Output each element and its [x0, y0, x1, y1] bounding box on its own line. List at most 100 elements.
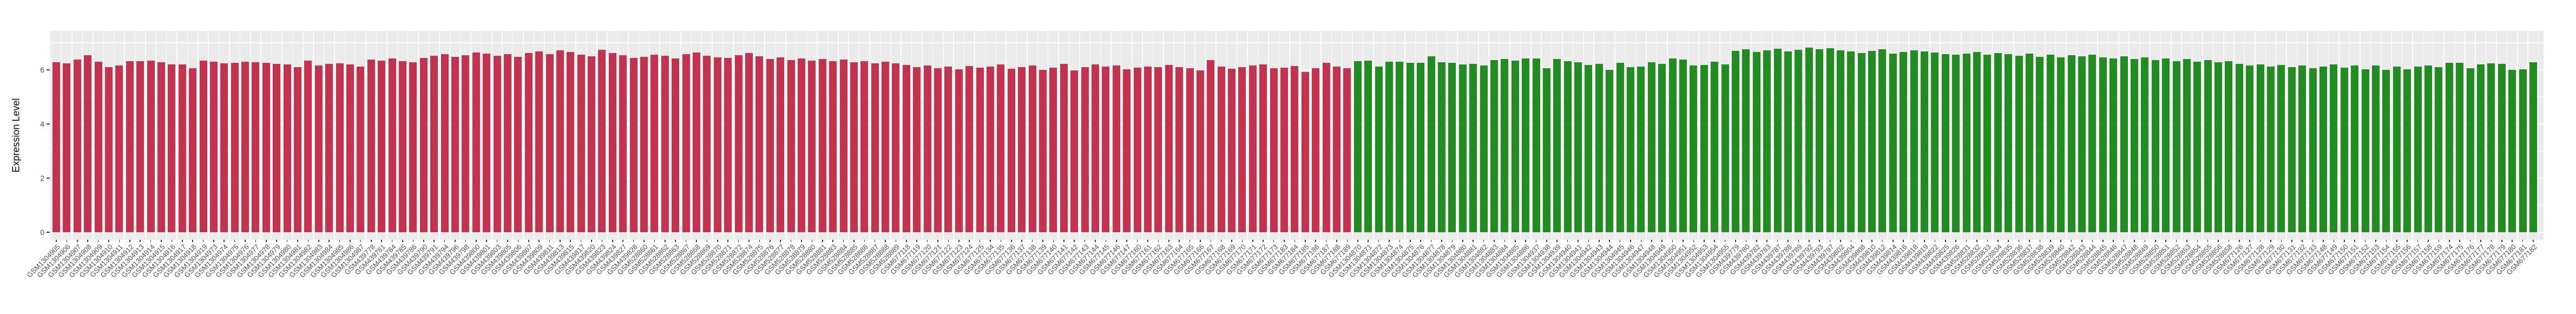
x-tick-mark [1430, 240, 1432, 242]
vertical-gridline [764, 31, 765, 240]
vertical-gridline [796, 31, 797, 240]
x-tick-mark [371, 240, 372, 242]
x-tick-mark [2081, 240, 2082, 242]
bar-GSM528850 [2151, 60, 2159, 232]
bar-GSM439824 [608, 53, 616, 232]
x-tick-mark [2386, 240, 2387, 242]
bar-GSM439811 [546, 54, 554, 232]
bar-GSM1304984 [325, 64, 333, 232]
vertical-gridline [1751, 31, 1752, 240]
x-tick-mark [2333, 240, 2335, 242]
vertical-gridline [2517, 31, 2518, 240]
bar-GSM439820 [588, 56, 596, 232]
x-tick-mark [2375, 240, 2376, 242]
x-tick-mark [2060, 240, 2061, 242]
bar-GSM439791 [430, 56, 438, 232]
x-tick-mark [1273, 240, 1274, 242]
bar-GSM528886 [860, 61, 869, 232]
bar-GSM1304950 [1668, 58, 1677, 232]
x-tick-mark [517, 240, 519, 242]
vertical-gridline [1415, 31, 1416, 240]
bar-GSM677167 [1207, 60, 1215, 232]
vertical-gridline [260, 31, 261, 240]
vertical-gridline [176, 31, 178, 240]
bar-GSM439801 [483, 54, 491, 232]
bar-GSM1304980 [283, 64, 291, 232]
vertical-gridline [418, 31, 419, 240]
bar-GSM528832 [1973, 52, 1981, 232]
x-tick-mark [864, 240, 865, 242]
vertical-gridline [890, 31, 891, 240]
bar-GSM677168 [1217, 66, 1225, 232]
x-tick-mark [234, 240, 235, 242]
bar-GSM677144 [1091, 64, 1099, 232]
vertical-gridline [596, 31, 597, 240]
x-tick-mark [2354, 240, 2355, 242]
bar-GSM677155 [2393, 66, 2401, 232]
x-tick-mark [2522, 240, 2524, 242]
x-tick-mark [150, 240, 152, 242]
vertical-gridline [1152, 31, 1154, 240]
x-tick-mark [1494, 240, 1495, 242]
vertical-gridline [607, 31, 608, 240]
vertical-gridline [743, 31, 745, 240]
x-tick-mark [1389, 240, 1390, 242]
bar-GSM528855 [2204, 60, 2212, 232]
x-tick-mark [738, 240, 739, 242]
x-tick-mark [811, 240, 813, 242]
x-tick-mark [2396, 240, 2397, 242]
bar-GSM1304912 [126, 61, 134, 232]
vertical-gridline [932, 31, 934, 240]
x-tick-mark [2102, 240, 2104, 242]
vertical-gridline [1268, 31, 1269, 240]
bar-GSM528883 [829, 61, 837, 232]
bar-GSM1304981 [294, 67, 302, 232]
bar-GSM677185 [1301, 71, 1309, 232]
x-tick-mark [1578, 240, 1579, 242]
x-tick-mark [1546, 240, 1547, 242]
vertical-gridline [1478, 31, 1479, 240]
vertical-gridline [701, 31, 702, 240]
x-tick-mark [1011, 240, 1012, 242]
bar-GSM1304874 [1396, 61, 1404, 232]
vertical-gridline [2412, 31, 2413, 240]
bar-GSM677182 [2529, 62, 2537, 232]
bar-GSM528842 [2067, 55, 2075, 232]
x-tick-mark [1913, 240, 1915, 242]
vertical-gridline [1037, 31, 1039, 240]
vertical-gridline [323, 31, 325, 240]
x-tick-mark [895, 240, 897, 242]
vertical-gridline [239, 31, 241, 240]
vertical-gridline [648, 31, 650, 240]
x-tick-mark [2312, 240, 2314, 242]
bar-GSM1304875 [1406, 63, 1414, 232]
vertical-gridline [1551, 31, 1553, 240]
x-tick-mark [1136, 240, 1138, 242]
bar-GSM439807 [524, 53, 533, 232]
vertical-gridline [2244, 31, 2245, 240]
bar-GSM528860 [640, 57, 648, 232]
bar-GSM439809 [535, 51, 543, 232]
x-tick-mark [801, 240, 802, 242]
x-tick-mark [1651, 240, 1652, 242]
bar-GSM439788 [1784, 51, 1792, 232]
bar-GSM677130 [2277, 65, 2285, 232]
bar-GSM1304886 [1522, 58, 1530, 232]
bar-GSM528854 [2193, 62, 2202, 232]
x-tick-mark [560, 240, 561, 242]
bar-GSM439797 [1826, 48, 1834, 232]
vertical-gridline [848, 31, 849, 240]
bar-GSM439790 [419, 57, 428, 232]
bar-GSM439816 [1900, 52, 1908, 232]
x-tick-mark [266, 240, 267, 242]
vertical-gridline [2380, 31, 2382, 240]
bar-GSM528836 [2015, 55, 2023, 232]
x-tick-mark [1945, 240, 1946, 242]
x-tick-mark [2407, 240, 2408, 242]
bar-GSM1304915 [157, 62, 165, 232]
bar-GSM1304942 [1585, 65, 1593, 232]
vertical-gridline [1027, 31, 1028, 240]
bar-GSM1304948 [1647, 62, 1655, 232]
x-tick-mark [2186, 240, 2187, 242]
vertical-gridline [2107, 31, 2109, 240]
